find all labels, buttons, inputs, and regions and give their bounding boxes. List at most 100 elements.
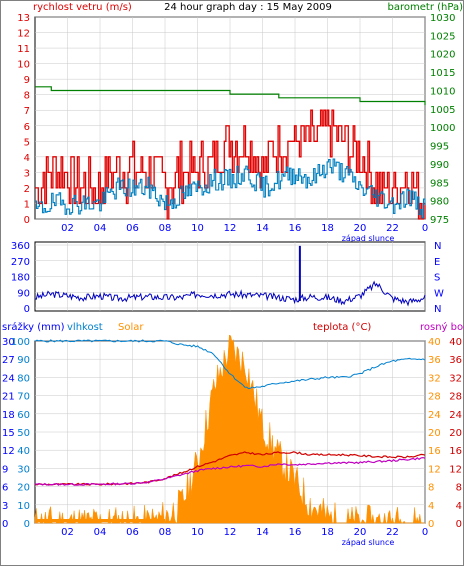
humidity-tick-label: 100: [11, 337, 30, 348]
temp-humidity-panel: srážky (mm) vlhkost Solar teplota (°C) r…: [2, 321, 464, 547]
solar-tick-label: 40: [428, 337, 441, 348]
x-tick-label: 02: [61, 527, 74, 538]
x-tick-label: 20: [354, 223, 367, 234]
wind-speed-line: [35, 109, 426, 220]
wind-tick-label: 1: [24, 199, 30, 210]
solar-tick-label: 8: [428, 483, 434, 494]
baro-tick-label: 1030: [430, 13, 455, 24]
humidity-tick-label: 40: [17, 446, 30, 457]
rain-tick-label: 18: [2, 410, 15, 421]
direction-tick-label: 270: [11, 257, 30, 268]
wind-tick-label: 4: [24, 153, 30, 164]
compass-label: W: [434, 288, 444, 299]
humidity-axis-title: vlhkost: [67, 322, 103, 333]
wind-tick-label: 6: [24, 122, 30, 133]
baro-tick-label: 975: [430, 215, 449, 226]
temp-tick-label: 20: [449, 428, 462, 439]
x-tick-label: 12: [224, 223, 237, 234]
bottom-x-ticks: 02 04 06 08 10 12 14 16 18 20 22 0: [61, 527, 428, 538]
dew-point-line: [34, 456, 426, 486]
humidity-tick-label: 20: [17, 483, 30, 494]
wind-tick-label: 10: [17, 60, 30, 71]
bottom-right-ticks: 0 0 4 4 8 8 12 12 16 16 20 20 24 24 28 28 32 32 36 36 40 40: [428, 337, 462, 530]
solar-tick-label: 24: [428, 410, 441, 421]
compass-label: N: [434, 304, 441, 315]
wind-tick-label: 0: [24, 215, 30, 226]
solar-baseline: [35, 519, 165, 522]
x-tick-label: 16: [289, 223, 302, 234]
baro-tick-label: 1020: [430, 50, 455, 61]
rain-tick-label: 6: [2, 483, 8, 494]
temp-tick-label: 0: [456, 519, 462, 530]
baro-tick-label: 980: [430, 197, 449, 208]
temp-tick-label: 36: [449, 355, 462, 366]
top-series: [35, 86, 426, 220]
wind-tick-label: 5: [24, 137, 30, 148]
solar-tick-label: 32: [428, 373, 441, 384]
solar-axis-title: Solar: [118, 322, 144, 333]
temp-tick-label: 4: [456, 501, 462, 512]
baro-tick-label: 1005: [430, 105, 455, 116]
x-tick-label: 10: [191, 223, 204, 234]
temp-tick-label: 8: [456, 483, 462, 494]
wind-tick-label: 2: [24, 184, 30, 195]
compass-label: S: [434, 273, 440, 284]
humidity-tick-label: 0: [24, 519, 30, 530]
baro-tick-label: 1025: [430, 31, 455, 42]
humidity-tick-label: 60: [17, 410, 30, 421]
wind-tick-label: 12: [17, 29, 30, 40]
solar-tick-label: 28: [428, 392, 441, 403]
solar-tick-label: 0: [428, 519, 434, 530]
wind-tick-label: 9: [24, 75, 30, 86]
humidity-tick-label: 10: [17, 501, 30, 512]
direction-ticks: 0 90 180 270 360: [11, 241, 30, 315]
wind-tick-label: 7: [24, 106, 30, 117]
rain-axis-title: srážky (mm): [2, 321, 65, 333]
baro-ticks: 975 980 985 990 995 1000 1005 1010 1015 1020 1025 1…: [430, 13, 455, 226]
dew-axis-title: rosný bod: [420, 321, 464, 333]
rain-tick-label: 24: [2, 373, 15, 384]
rain-tick-label: 12: [2, 446, 15, 457]
temp-tick-label: 32: [449, 373, 462, 384]
x-tick-label: 08: [159, 223, 172, 234]
wind-direction-line: [34, 280, 426, 307]
x-tick-label: 06: [126, 527, 139, 538]
direction-tick-label: 0: [24, 304, 30, 315]
rain-tick-label: 3: [2, 501, 8, 512]
sunset-label-bottom: západ slunce: [342, 538, 395, 547]
direction-tick-label: 90: [17, 288, 30, 299]
baro-tick-label: 990: [430, 160, 449, 171]
compass-label: E: [434, 257, 440, 268]
humidity-tick-label: 70: [17, 392, 30, 403]
wind-tick-label: 11: [17, 44, 30, 55]
bottom-series: [34, 334, 426, 524]
rain-tick-label: 9: [2, 464, 8, 475]
wind-axis-title: rychlost vetru (m/s): [33, 2, 132, 13]
rain-tick-label: 21: [2, 392, 15, 403]
x-tick-label: 22: [386, 223, 399, 234]
solar-tick-label: 16: [428, 446, 441, 457]
baro-tick-label: 995: [430, 142, 449, 153]
pressure-line: [35, 86, 426, 106]
compass-label: N: [434, 241, 441, 252]
wind-tick-label: 13: [17, 13, 30, 24]
x-tick-label: 10: [191, 527, 204, 538]
wind-average-line: [35, 158, 426, 219]
x-tick-label: 22: [386, 527, 399, 538]
wind-baro-panel: rychlost vetru (m/s) 24 hour graph day :…: [17, 2, 463, 243]
humidity-tick-label: 50: [17, 428, 30, 439]
baro-tick-label: 1015: [430, 68, 455, 79]
x-tick-label: 04: [94, 527, 107, 538]
mid-series: [34, 245, 426, 307]
sunset-label-top: západ slunce: [342, 234, 395, 243]
x-tick-label: 16: [289, 527, 302, 538]
solar-tick-label: 36: [428, 355, 441, 366]
x-tick-label: 0: [422, 223, 428, 234]
temp-tick-label: 40: [449, 337, 462, 348]
baro-axis-title: barometr (hPa): [388, 2, 464, 13]
